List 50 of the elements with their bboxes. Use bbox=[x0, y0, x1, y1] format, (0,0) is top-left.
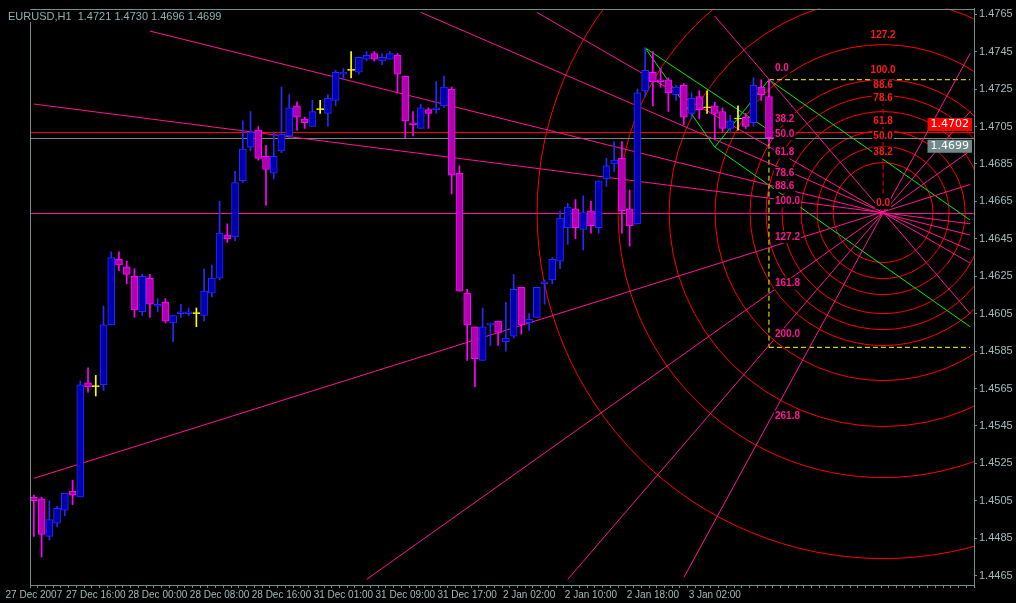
annotation: 38.2 bbox=[873, 146, 894, 158]
x-tick-label: 3 Jan 02:00 bbox=[688, 588, 742, 600]
x-tick-label: 2 Jan 10:00 bbox=[564, 588, 618, 600]
annotation: 127.2 bbox=[870, 28, 897, 40]
annotation: 38.2 bbox=[774, 112, 795, 124]
y-tick-label: 1.4605 bbox=[979, 306, 1013, 319]
y-tick-label: 1.4645 bbox=[979, 231, 1013, 244]
x-tick-label: 27 Dec 16:00 bbox=[66, 588, 126, 600]
annotation: 100.0 bbox=[870, 64, 897, 76]
y-tick-label: 1.4685 bbox=[979, 156, 1013, 169]
annotation: 78.6 bbox=[774, 167, 795, 179]
y-tick-label: 1.4705 bbox=[979, 119, 1013, 132]
annotation: 88.6 bbox=[873, 79, 894, 91]
annotation: 261.8 bbox=[774, 410, 801, 422]
annotation: 127.2 bbox=[774, 230, 801, 242]
annotation: 61.8 bbox=[873, 114, 894, 126]
x-tick-label: 2 Jan 18:00 bbox=[626, 588, 680, 600]
y-tick-label: 1.4525 bbox=[979, 456, 1013, 469]
chart-title: EURUSD,H1 1.4721 1.4730 1.4696 1.4699 bbox=[6, 10, 224, 22]
y-tick-label: 1.4565 bbox=[979, 381, 1013, 394]
annotation: 50.0 bbox=[873, 129, 894, 141]
x-tick-label: 2 Jan 02:00 bbox=[502, 588, 556, 600]
y-tick-label: 1.4665 bbox=[979, 194, 1013, 207]
x-tick-label: 31 Dec 17:00 bbox=[437, 588, 498, 600]
y-tick-label: 1.4485 bbox=[979, 531, 1013, 544]
y-tick-label: 1.4765 bbox=[979, 7, 1013, 20]
y-tick-label: 1.4585 bbox=[979, 344, 1013, 357]
annotation: 100.0 bbox=[774, 195, 801, 207]
x-tick-label: 28 Dec 16:00 bbox=[251, 588, 312, 600]
annotation: 61.8 bbox=[774, 146, 795, 158]
annotation: 0.0 bbox=[876, 196, 891, 208]
ref-line-label: 1.4699 bbox=[930, 139, 969, 153]
x-tick-label: 31 Dec 01:00 bbox=[313, 588, 374, 600]
y-tick-label: 1.4505 bbox=[979, 493, 1013, 506]
annotation: 88.6 bbox=[774, 180, 795, 192]
y-tick-label: 1.4465 bbox=[979, 568, 1013, 581]
annotation: 50.0 bbox=[774, 127, 795, 139]
ref-line-label: 1.4702 bbox=[930, 117, 969, 131]
y-tick-label: 1.4625 bbox=[979, 269, 1013, 282]
annotation: 161.8 bbox=[774, 277, 801, 289]
annotation: 78.6 bbox=[873, 92, 894, 104]
annotation: 0.0 bbox=[774, 62, 790, 74]
annotation: 200.0 bbox=[774, 327, 801, 339]
y-tick-label: 1.4745 bbox=[979, 44, 1013, 57]
x-tick-label: 31 Dec 09:00 bbox=[375, 588, 436, 600]
y-tick-label: 1.4725 bbox=[979, 82, 1013, 95]
x-tick-label: 28 Dec 08:00 bbox=[189, 588, 250, 600]
y-tick-label: 1.4545 bbox=[979, 418, 1013, 431]
x-tick-label: 28 Dec 00:00 bbox=[127, 588, 188, 600]
x-tick-label: 27 Dec 2007 bbox=[5, 588, 63, 600]
